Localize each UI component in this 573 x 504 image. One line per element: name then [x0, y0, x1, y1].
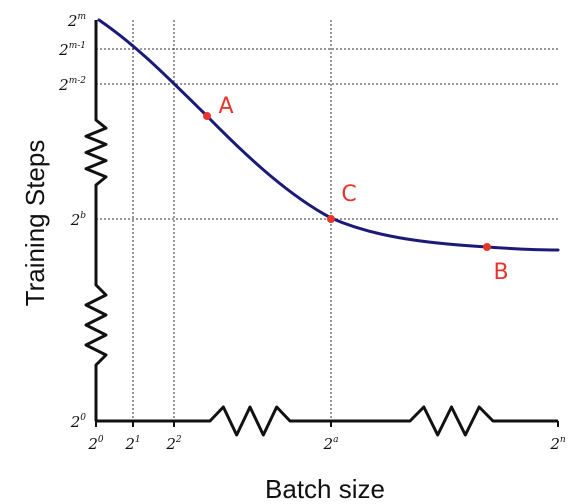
y-tick-label: 2b	[70, 211, 87, 229]
axes	[84, 20, 559, 437]
y-tick-label: 2m-1	[58, 41, 86, 59]
point-b	[483, 243, 491, 251]
x-tick-label: 2n	[549, 435, 566, 453]
marked-points: A C B	[203, 94, 509, 285]
y-tick-label: 20	[70, 413, 87, 431]
point-label-a: A	[218, 94, 233, 119]
y-tick-label: 2m	[67, 12, 86, 30]
x-tick-label: 22	[165, 435, 182, 453]
point-c	[327, 215, 335, 223]
tick-labels: 20 21 22 2a 2n 2m 2m-1 2m-2 2b 20	[58, 12, 566, 453]
point-label-c: C	[341, 182, 356, 207]
x-axis-title: Batch size	[265, 474, 385, 504]
point-label-b: B	[493, 260, 508, 285]
x-tick-label: 20	[87, 435, 104, 453]
x-axis-line	[96, 405, 558, 437]
x-tick-label: 2a	[323, 435, 339, 453]
point-a	[203, 112, 211, 120]
grid-lines	[96, 20, 558, 421]
y-tick-label: 2m-2	[58, 76, 86, 94]
series-line	[97, 18, 560, 252]
y-axis-line	[84, 20, 108, 421]
y-axis-title: Training Steps	[20, 140, 50, 307]
x-tick-label: 21	[124, 435, 140, 453]
